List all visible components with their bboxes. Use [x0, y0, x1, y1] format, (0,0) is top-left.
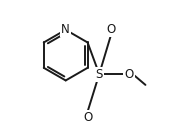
- Text: O: O: [124, 68, 134, 81]
- Text: S: S: [96, 68, 103, 81]
- Text: N: N: [61, 23, 70, 36]
- Text: O: O: [83, 111, 92, 124]
- Text: O: O: [106, 23, 115, 36]
